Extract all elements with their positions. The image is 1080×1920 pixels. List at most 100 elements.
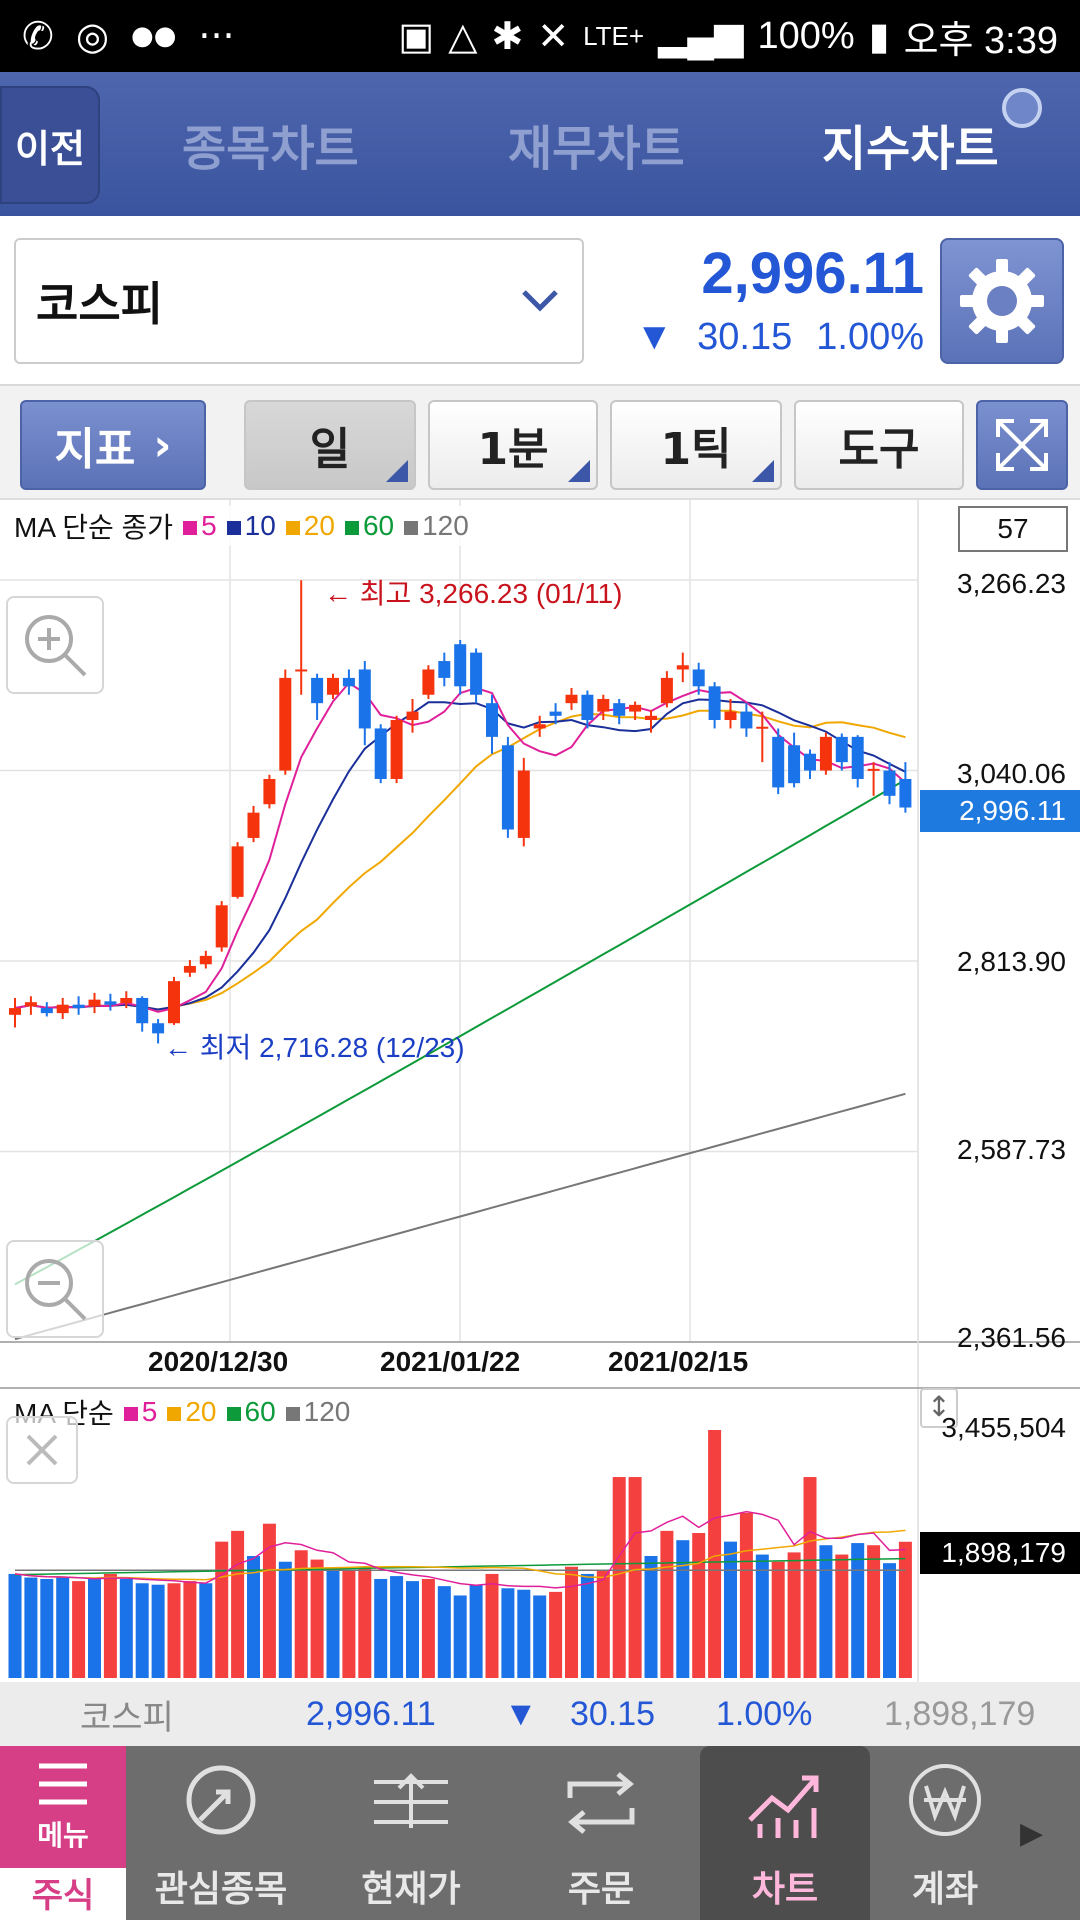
close-volume-button[interactable]	[6, 1416, 78, 1484]
ma5-label: 5	[201, 510, 217, 541]
candle-body	[565, 694, 578, 704]
candle-body	[152, 1023, 165, 1034]
low-annotation: ← 최저 2,716.28 (12/23)	[164, 1032, 465, 1063]
candle-body	[120, 997, 133, 1004]
current-volume-tag: 1,898,179	[920, 1532, 1080, 1574]
vol-ma5-legend: 5	[123, 1396, 157, 1428]
candle-body	[88, 999, 101, 1007]
current-price-label: 현재가	[361, 1869, 461, 1910]
volume-bar	[580, 1573, 594, 1678]
gear-icon	[960, 259, 1044, 343]
back-button[interactable]: 이전	[0, 86, 100, 204]
volume-bar	[851, 1543, 865, 1678]
volume-bar	[40, 1578, 54, 1678]
period-day-button[interactable]: 일	[244, 400, 416, 490]
x-label-1: 2020/12/30	[148, 1346, 289, 1377]
ma120-label: 120	[422, 510, 469, 541]
volume-bar	[549, 1591, 563, 1678]
price-change: ▼ 30.15 1.00%	[636, 316, 924, 359]
vol-ma20-label: 20	[185, 1396, 217, 1427]
resize-pane-icon[interactable]: ↕	[920, 1388, 958, 1428]
ma20-label: 20	[303, 510, 335, 541]
x-label-3: 2021/02/15	[608, 1346, 749, 1377]
zoom-in-icon	[25, 615, 87, 677]
volume-bar	[755, 1554, 769, 1678]
period-label: 일	[309, 424, 351, 475]
candle-body	[342, 677, 355, 687]
volume-bar	[247, 1555, 260, 1678]
volume-bar	[596, 1570, 610, 1678]
chart-area[interactable]: MA 단순 종가 5 10 20 60 120 57 3,266.23 3,04…	[0, 500, 1080, 1682]
volume-bar	[183, 1581, 197, 1678]
indicator-button[interactable]: 지표 ›	[20, 400, 206, 490]
vol-ma20-legend: 20	[167, 1396, 217, 1428]
volume-bar	[660, 1530, 674, 1678]
volume-bar	[278, 1561, 292, 1678]
indicator-label: 지표	[54, 424, 136, 475]
nav-account[interactable]: 계좌	[870, 1746, 1020, 1920]
volume-bar	[374, 1578, 388, 1678]
tick-button[interactable]: 1틱	[610, 400, 782, 490]
volume-bar	[787, 1552, 801, 1678]
candle-body	[819, 736, 832, 771]
volume-bar	[724, 1541, 737, 1678]
nav-order[interactable]: 주문	[506, 1746, 696, 1920]
symbol-selector[interactable]: 코스피	[14, 238, 584, 364]
candlestick-chart[interactable]	[0, 500, 1080, 1682]
minute-button[interactable]: 1분	[428, 400, 598, 490]
volume-bar	[72, 1581, 86, 1678]
nav-chart[interactable]: 차트	[700, 1746, 870, 1920]
zoom-out-button[interactable]	[6, 1240, 104, 1338]
y-label-low: 2,361.56	[957, 1322, 1066, 1353]
instagram-icon: ◎	[75, 14, 110, 58]
main-ma-legend: MA 단순 종가 5 10 20 60 120	[14, 506, 469, 546]
watchlist-icon	[186, 1765, 256, 1835]
candle-body	[740, 711, 753, 729]
zoom-in-button[interactable]	[6, 596, 104, 694]
menu-button[interactable]: 메뉴 주식	[0, 1746, 126, 1920]
ma10-legend: 10	[226, 510, 276, 542]
nav-current-price[interactable]: 현재가	[316, 1746, 506, 1920]
volume-bar	[485, 1573, 499, 1678]
tab-index-chart[interactable]: 지수차트	[822, 121, 999, 177]
more-icon: ···	[198, 14, 235, 58]
volume-bar	[8, 1573, 22, 1678]
candle-body	[883, 770, 896, 796]
chart-icon	[748, 1775, 819, 1838]
summary-down-arrow-icon: ▼	[504, 1694, 538, 1733]
summary-price: 2,996.11	[306, 1694, 436, 1733]
candle-body	[692, 669, 705, 687]
top-nav: 이전 종목차트 재무차트 지수차트	[0, 72, 1080, 216]
candle-body	[724, 711, 737, 721]
fullscreen-button[interactable]	[976, 400, 1068, 490]
volume-bar	[644, 1555, 658, 1678]
nav-watchlist[interactable]: 관심종목	[126, 1746, 316, 1920]
minute-label: 1분	[477, 424, 549, 475]
won-account-icon	[909, 1764, 981, 1836]
vol-ma5-line	[14, 1510, 906, 1589]
y-label-2: 3,040.06	[957, 758, 1066, 789]
volume-bar	[501, 1588, 515, 1678]
candle-body	[327, 677, 339, 695]
candle-count-box[interactable]: 57	[958, 506, 1068, 552]
settings-button[interactable]	[940, 238, 1064, 364]
candle-body	[804, 753, 816, 771]
candle-body	[501, 745, 514, 830]
summary-name: 코스피	[80, 1698, 174, 1737]
y-label-4: 2,587.73	[957, 1134, 1066, 1165]
dropdown-corner-icon	[386, 460, 408, 482]
volume-bar	[199, 1583, 213, 1678]
volume-bar	[215, 1541, 229, 1678]
volume-bar	[708, 1430, 722, 1678]
sync-icon[interactable]	[1002, 88, 1042, 128]
volume-bar	[406, 1581, 419, 1678]
hamburger-icon	[39, 1763, 87, 1805]
recycle-icon: ▣	[398, 15, 435, 58]
candle-body	[311, 677, 324, 704]
tab-financial-chart[interactable]: 재무차트	[508, 121, 685, 177]
tools-button[interactable]: 도구	[794, 400, 964, 490]
scroll-right-icon[interactable]: ▶	[1020, 1815, 1044, 1851]
tab-stock-chart[interactable]: 종목차트	[182, 121, 359, 177]
candle-body	[247, 812, 260, 838]
candle-body	[867, 768, 880, 771]
